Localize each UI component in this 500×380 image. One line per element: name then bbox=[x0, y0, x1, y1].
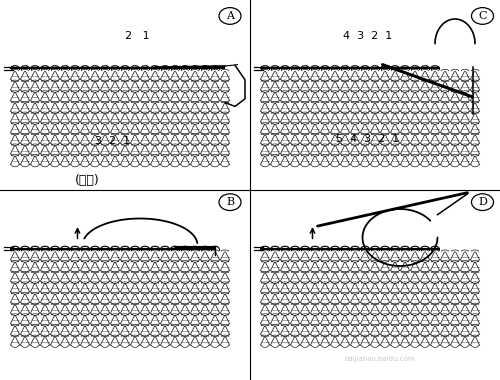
Text: B: B bbox=[226, 197, 234, 207]
Text: 3  2  1: 3 2 1 bbox=[95, 136, 130, 146]
Text: baijiahao.baidu.com: baijiahao.baidu.com bbox=[344, 356, 416, 362]
Text: 4  3  2  1: 4 3 2 1 bbox=[343, 31, 392, 41]
Text: 5  4  3  2  1: 5 4 3 2 1 bbox=[336, 134, 399, 144]
Text: C: C bbox=[478, 11, 487, 21]
Text: 2   1: 2 1 bbox=[125, 31, 150, 41]
Text: (表面): (表面) bbox=[75, 174, 100, 187]
Text: D: D bbox=[478, 197, 487, 207]
Text: A: A bbox=[226, 11, 234, 21]
